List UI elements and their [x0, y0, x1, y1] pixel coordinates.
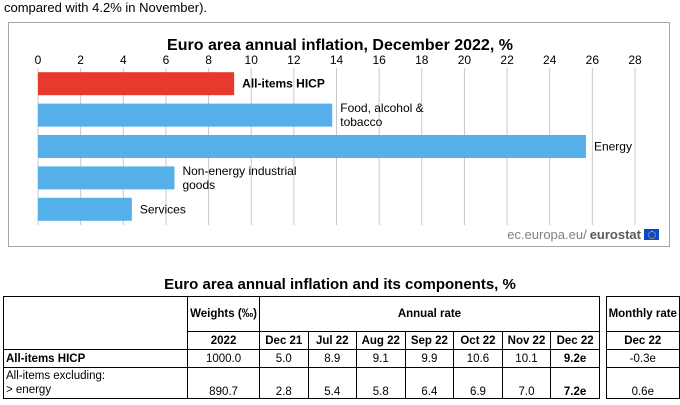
table-label-header	[2, 331, 189, 350]
row-label: All-items excluding: > energy	[2, 367, 189, 399]
annual-cell: 9.1	[355, 349, 406, 368]
month-header: Oct 22	[453, 331, 503, 350]
x-tick-label: 4	[120, 53, 127, 67]
x-tick-label: 18	[415, 53, 429, 67]
x-tick-label: 16	[372, 53, 386, 67]
bar	[38, 135, 586, 158]
chart-svg: Euro area annual inflation, December 202…	[35, 37, 642, 225]
weights-header: Weights (‰)	[187, 296, 260, 332]
month-header: Sep 22	[404, 331, 455, 350]
x-tick-label: 0	[35, 53, 42, 67]
bar-category-label: Food, alcohol &	[340, 101, 423, 115]
bar-category-label: tobacco	[340, 115, 382, 129]
annual-cell: 7.2e	[550, 367, 600, 399]
bar	[38, 103, 333, 127]
x-tick-label: 14	[330, 53, 344, 67]
annual-cell: 10.6	[453, 349, 503, 368]
table-gap	[598, 296, 607, 332]
x-tick-label: 2	[77, 53, 84, 67]
x-tick-label: 12	[287, 53, 301, 67]
source-credit: ec.europa.eu/eurostat	[507, 227, 659, 242]
table-header-row-1: Weights (‰) Annual rate Monthly rate	[2, 296, 680, 332]
weights-header-label: Weights (‰)	[190, 307, 257, 320]
table-title: Euro area annual inflation and its compo…	[164, 276, 516, 293]
row-label-line: > energy	[6, 384, 52, 396]
monthly-cell: -0.3e	[605, 349, 680, 368]
x-tick-label: 24	[543, 53, 557, 67]
chart-title: Euro area annual inflation, December 202…	[167, 37, 513, 54]
bar-category-label: All-items HICP	[242, 77, 325, 91]
annual-cell: 5.4	[307, 367, 357, 399]
table-gap	[598, 331, 607, 350]
annual-rate-header: Annual rate	[259, 296, 600, 332]
table-row: All-items excluding: > energy 890.7 2.8 …	[2, 367, 680, 399]
annual-cell: 6.9	[453, 367, 503, 399]
annual-cell: 5.8	[355, 367, 406, 399]
row-label-line: All-items excluding:	[6, 370, 106, 382]
annual-cell: 10.1	[501, 349, 552, 368]
bar-category-label: Non-energy industrial	[182, 164, 296, 178]
table-corner-cell	[2, 296, 189, 332]
bar-category-label: Energy	[594, 140, 632, 154]
eu-flag-icon	[644, 229, 659, 240]
bar	[38, 197, 132, 221]
bar-category-label: goods	[182, 178, 215, 192]
x-tick-label: 26	[586, 53, 600, 67]
weight-cell: 890.7	[187, 367, 260, 399]
bar-category-label: Services	[140, 202, 186, 216]
annual-cell: 2.8	[259, 367, 309, 399]
x-tick-label: 22	[500, 53, 514, 67]
annual-cell: 8.9	[307, 349, 357, 368]
source-brand: eurostat	[589, 227, 641, 242]
table-row: All-items HICP 1000.0 5.0 8.9 9.1 9.9 10…	[2, 349, 680, 368]
annual-cell: 7.0	[501, 367, 552, 399]
components-table: Weights (‰) Annual rate Monthly rate 202…	[2, 296, 680, 399]
annual-cell: 9.2e	[550, 349, 600, 368]
x-tick-label: 20	[458, 53, 472, 67]
month-header: Dec 21	[259, 331, 309, 350]
annual-cell: 5.0	[259, 349, 309, 368]
monthly-month-header: Dec 22	[605, 331, 680, 350]
table-gap	[598, 349, 607, 368]
x-tick-label: 28	[628, 53, 642, 67]
bar	[38, 166, 175, 190]
month-header: Aug 22	[355, 331, 406, 350]
table-header-row-2: 2022 Dec 21 Jul 22 Aug 22 Sep 22 Oct 22 …	[2, 331, 680, 350]
weights-year: 2022	[187, 331, 260, 350]
source-site: ec.europa.eu/	[507, 227, 587, 242]
month-header: Dec 22	[550, 331, 600, 350]
table-gap	[598, 367, 607, 399]
annual-cell: 6.4	[404, 367, 455, 399]
annual-cell: 9.9	[404, 349, 455, 368]
x-tick-label: 8	[205, 53, 212, 67]
inflation-bar-chart: Euro area annual inflation, December 202…	[8, 22, 670, 247]
x-tick-label: 6	[163, 53, 170, 67]
row-label: All-items HICP	[2, 349, 189, 368]
month-header: Jul 22	[307, 331, 357, 350]
intro-text: compared with 4.2% in November).	[4, 0, 208, 15]
weight-cell: 1000.0	[187, 349, 260, 368]
x-tick-label: 10	[245, 53, 259, 67]
month-header: Nov 22	[501, 331, 552, 350]
monthly-rate-header: Monthly rate	[605, 296, 680, 332]
monthly-cell: 0.6e	[605, 367, 680, 399]
bar	[38, 72, 235, 96]
